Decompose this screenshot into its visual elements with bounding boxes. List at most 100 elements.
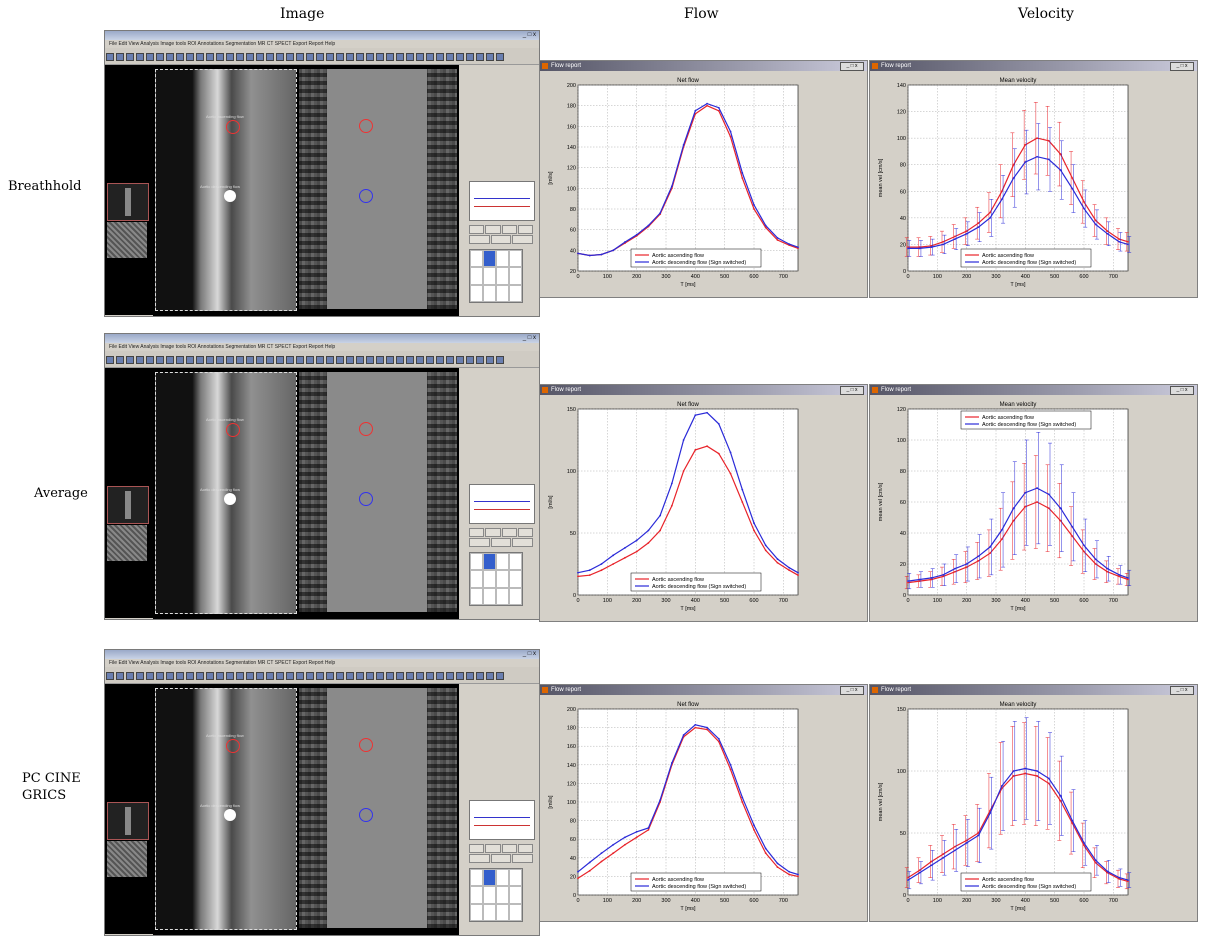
toolbar-tool-icon[interactable] xyxy=(166,53,174,61)
toolbar-tool-icon[interactable] xyxy=(176,672,184,680)
toolbar-tool-icon[interactable] xyxy=(376,53,384,61)
toolbar-tool-icon[interactable] xyxy=(406,672,414,680)
toolbar-tool-icon[interactable] xyxy=(226,53,234,61)
toolbar-tool-icon[interactable] xyxy=(216,672,224,680)
toolbar-tool-icon[interactable] xyxy=(416,672,424,680)
toolbar-tool-icon[interactable] xyxy=(396,672,404,680)
toolbar-tool-icon[interactable] xyxy=(266,53,274,61)
toolbar-tool-icon[interactable] xyxy=(416,53,424,61)
toolbar-tool-icon[interactable] xyxy=(466,53,474,61)
toolbar-tool-icon[interactable] xyxy=(376,356,384,364)
app-menubar[interactable]: File Edit View Analysis Image tools ROI … xyxy=(109,344,336,350)
magnitude-image[interactable]: Aortic ascending flow Aortic descending … xyxy=(155,69,297,311)
thumbnail-strip[interactable] xyxy=(105,368,153,618)
roi-ascending-marker[interactable] xyxy=(226,423,240,437)
window-controls-icon[interactable]: _ □ x xyxy=(522,335,536,341)
toolbar-tool-icon[interactable] xyxy=(326,672,334,680)
toolbar-tool-icon[interactable] xyxy=(116,672,124,680)
toolbar-tool-icon[interactable] xyxy=(346,53,354,61)
toolbar-tool-icon[interactable] xyxy=(346,356,354,364)
toolbar-tool-icon[interactable] xyxy=(186,356,194,364)
toolbar-tool-icon[interactable] xyxy=(156,672,164,680)
toolbar-tool-icon[interactable] xyxy=(286,672,294,680)
toolbar-tool-icon[interactable] xyxy=(246,53,254,61)
window-controls-icon[interactable]: _ □ x xyxy=(1170,686,1194,695)
toolbar-tool-icon[interactable] xyxy=(336,356,344,364)
toolbar-tool-icon[interactable] xyxy=(206,672,214,680)
toolbar-tool-icon[interactable] xyxy=(466,356,474,364)
toolbar-tool-icon[interactable] xyxy=(366,356,374,364)
toolbar-tool-icon[interactable] xyxy=(246,672,254,680)
toolbar-tool-icon[interactable] xyxy=(176,356,184,364)
toolbar-tool-icon[interactable] xyxy=(186,672,194,680)
toolbar-tool-icon[interactable] xyxy=(356,53,364,61)
toolbar-tool-icon[interactable] xyxy=(396,53,404,61)
thumbnail-strip[interactable] xyxy=(105,65,153,315)
toolbar-tool-icon[interactable] xyxy=(496,672,504,680)
toolbar-tool-icon[interactable] xyxy=(286,356,294,364)
thumbnail-magnitude[interactable] xyxy=(107,486,149,524)
toolbar-tool-icon[interactable] xyxy=(116,53,124,61)
toolbar-tool-icon[interactable] xyxy=(336,53,344,61)
toolbar-tool-icon[interactable] xyxy=(196,53,204,61)
toolbar-tool-icon[interactable] xyxy=(316,53,324,61)
toolbar-tool-icon[interactable] xyxy=(276,53,284,61)
roi-descending-marker-phase[interactable] xyxy=(359,492,373,506)
toolbar-tool-icon[interactable] xyxy=(126,672,134,680)
toolbar-tool-icon[interactable] xyxy=(416,356,424,364)
toolbar-tool-icon[interactable] xyxy=(116,356,124,364)
toolbar-tool-icon[interactable] xyxy=(176,53,184,61)
toolbar-tool-icon[interactable] xyxy=(346,672,354,680)
toolbar-tool-icon[interactable] xyxy=(146,672,154,680)
toolbar-tool-icon[interactable] xyxy=(236,672,244,680)
toolbar-tool-icon[interactable] xyxy=(296,672,304,680)
window-controls-icon[interactable]: _ □ x xyxy=(840,386,864,395)
toolbar-tool-icon[interactable] xyxy=(296,53,304,61)
toolbar-tool-icon[interactable] xyxy=(226,672,234,680)
toolbar-tool-icon[interactable] xyxy=(476,356,484,364)
roi-descending-marker-phase[interactable] xyxy=(359,189,373,203)
tool-grid[interactable] xyxy=(469,552,523,606)
toolbar-tool-icon[interactable] xyxy=(256,356,264,364)
app-menubar[interactable]: File Edit View Analysis Image tools ROI … xyxy=(109,41,336,47)
thumbnail-magnitude[interactable] xyxy=(107,183,149,221)
phase-image[interactable] xyxy=(299,688,457,928)
phase-image[interactable] xyxy=(299,372,457,612)
toolbar-tool-icon[interactable] xyxy=(496,53,504,61)
toolbar-tool-icon[interactable] xyxy=(246,356,254,364)
toolbar-tool-icon[interactable] xyxy=(326,53,334,61)
toolbar-tool-icon[interactable] xyxy=(186,53,194,61)
toolbar-tool-icon[interactable] xyxy=(376,672,384,680)
view-mode-buttons-2[interactable] xyxy=(469,235,534,244)
thumbnail-phase[interactable] xyxy=(107,525,147,561)
toolbar-tool-icon[interactable] xyxy=(426,672,434,680)
toolbar-tool-icon[interactable] xyxy=(476,53,484,61)
toolbar-tool-icon[interactable] xyxy=(256,672,264,680)
toolbar-tool-icon[interactable] xyxy=(146,53,154,61)
roi-ascending-marker-phase[interactable] xyxy=(359,738,373,752)
toolbar-tool-icon[interactable] xyxy=(366,672,374,680)
roi-ascending-marker[interactable] xyxy=(226,739,240,753)
toolbar-tool-icon[interactable] xyxy=(476,672,484,680)
toolbar-tool-icon[interactable] xyxy=(436,356,444,364)
toolbar-tool-icon[interactable] xyxy=(496,356,504,364)
toolbar-tool-icon[interactable] xyxy=(336,672,344,680)
roi-descending-marker[interactable] xyxy=(224,809,236,821)
thumbnail-magnitude[interactable] xyxy=(107,802,149,840)
toolbar-tool-icon[interactable] xyxy=(266,356,274,364)
toolbar-tool-icon[interactable] xyxy=(256,53,264,61)
image-viewport[interactable]: Aortic ascending flow Aortic descending … xyxy=(153,65,459,316)
thumbnail-phase[interactable] xyxy=(107,841,147,877)
toolbar-tool-icon[interactable] xyxy=(276,672,284,680)
toolbar-tool-icon[interactable] xyxy=(426,356,434,364)
toolbar-tool-icon[interactable] xyxy=(306,356,314,364)
toolbar-tool-icon[interactable] xyxy=(316,672,324,680)
roi-descending-marker[interactable] xyxy=(224,190,236,202)
toolbar-tool-icon[interactable] xyxy=(356,672,364,680)
tool-grid[interactable] xyxy=(469,249,523,303)
toolbar-tool-icon[interactable] xyxy=(446,672,454,680)
toolbar-tool-icon[interactable] xyxy=(296,356,304,364)
toolbar-tool-icon[interactable] xyxy=(216,53,224,61)
toolbar-tool-icon[interactable] xyxy=(326,356,334,364)
toolbar-tool-icon[interactable] xyxy=(106,356,114,364)
